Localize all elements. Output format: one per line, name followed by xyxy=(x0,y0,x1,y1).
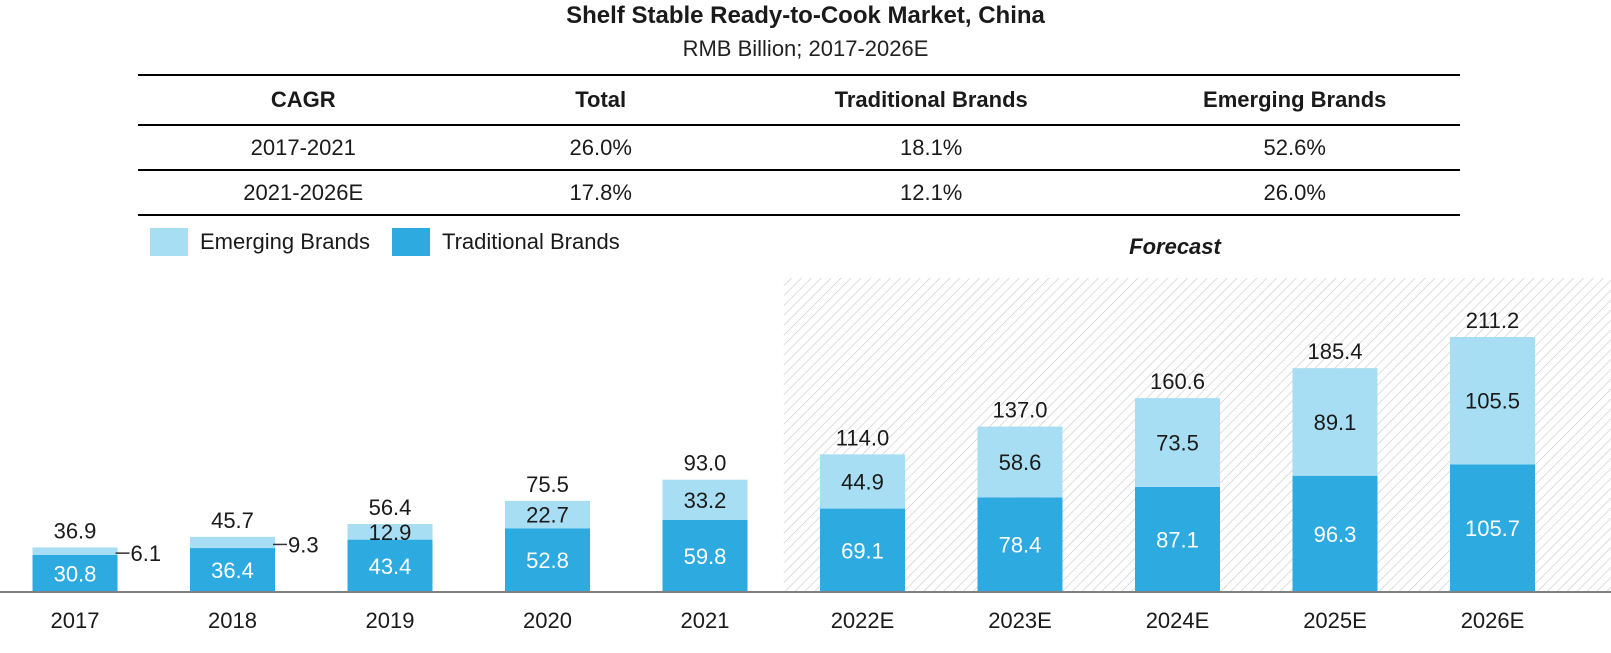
cagr-traditional: 18.1% xyxy=(732,125,1130,171)
table-row: 2021-2026E 17.8% 12.1% 26.0% xyxy=(138,170,1460,216)
data-label-traditional: 87.1 xyxy=(1156,527,1199,552)
x-tick-label: 2022E xyxy=(831,608,895,633)
bar-traditional xyxy=(190,548,275,592)
cagr-total: 26.0% xyxy=(468,125,733,171)
data-label-traditional: 105.7 xyxy=(1465,516,1520,541)
cagr-header-cagr: CAGR xyxy=(138,74,469,126)
data-label-traditional: 36.4 xyxy=(211,558,254,583)
bar-traditional xyxy=(32,554,118,592)
legend-swatch-traditional xyxy=(391,228,430,256)
data-label-traditional: 52.8 xyxy=(526,548,569,573)
data-label-emerging: 9.3 xyxy=(288,532,319,557)
x-tick-label: 2026E xyxy=(1461,608,1525,633)
legend-item-traditional: Traditional Brands xyxy=(391,228,620,256)
cagr-traditional: 12.1% xyxy=(732,170,1130,216)
data-label-total: 211.2 xyxy=(1466,308,1519,333)
data-label-total: 160.6 xyxy=(1150,369,1205,394)
cagr-emerging: 26.0% xyxy=(1129,170,1460,216)
bar-emerging xyxy=(1292,368,1378,476)
data-label-emerging: 22.7 xyxy=(526,503,569,528)
bar-traditional xyxy=(662,519,748,592)
chart-legend: Emerging Brands Traditional Brands xyxy=(150,228,642,256)
data-label-total: 137.0 xyxy=(992,398,1047,423)
legend-label-emerging: Emerging Brands xyxy=(200,229,370,254)
data-label-emerging: 33.2 xyxy=(684,488,727,513)
bar-emerging xyxy=(662,479,748,520)
data-label-traditional: 69.1 xyxy=(841,538,884,563)
x-tick-label: 2021 xyxy=(681,608,730,633)
bar-emerging xyxy=(347,524,433,540)
bar-traditional xyxy=(505,528,590,592)
cagr-total: 17.8% xyxy=(468,170,733,216)
data-label-emerging: 89.1 xyxy=(1314,410,1357,435)
data-label-total: 93.0 xyxy=(684,451,727,476)
cagr-period: 2021-2026E xyxy=(138,170,469,216)
bar-traditional xyxy=(977,497,1063,592)
bar-emerging xyxy=(190,536,275,549)
bar-emerging xyxy=(32,547,118,555)
legend-swatch-emerging xyxy=(150,228,188,256)
x-tick-label: 2018 xyxy=(208,608,257,633)
data-label-emerging: 73.5 xyxy=(1156,430,1199,455)
bar-emerging xyxy=(1450,337,1535,465)
data-label-emerging: 44.9 xyxy=(841,469,884,494)
data-label-total: 56.4 xyxy=(369,495,412,520)
bar-emerging xyxy=(505,500,590,529)
bar-emerging xyxy=(820,454,905,509)
x-tick-label: 2024E xyxy=(1146,608,1210,633)
table-row: 2017-2021 26.0% 18.1% 52.6% xyxy=(138,125,1460,171)
data-label-traditional: 30.8 xyxy=(54,561,97,586)
chart-subtitle: RMB Billion; 2017-2026E xyxy=(682,36,929,61)
bar-traditional xyxy=(1135,486,1220,592)
data-label-total: 185.4 xyxy=(1307,339,1362,364)
cagr-table-header-row: CAGR Total Traditional Brands Emerging B… xyxy=(138,74,1460,126)
data-label-traditional: 43.4 xyxy=(369,554,412,579)
cagr-header-traditional: Traditional Brands xyxy=(732,74,1130,126)
bar-emerging xyxy=(977,426,1063,498)
bar-traditional xyxy=(1450,464,1535,592)
data-label-emerging: 6.1 xyxy=(131,541,162,566)
data-label-emerging: 58.6 xyxy=(999,450,1042,475)
cagr-header-total: Total xyxy=(468,74,733,126)
x-tick-label: 2025E xyxy=(1303,608,1367,633)
cagr-period: 2017-2021 xyxy=(138,125,469,171)
cagr-table: CAGR Total Traditional Brands Emerging B… xyxy=(138,74,1460,216)
legend-item-emerging: Emerging Brands xyxy=(150,228,370,256)
data-label-total: 36.9 xyxy=(54,518,97,543)
data-label-total: 45.7 xyxy=(211,508,254,533)
data-label-emerging: 105.5 xyxy=(1465,389,1520,414)
cagr-header-emerging: Emerging Brands xyxy=(1129,74,1460,126)
data-label-traditional: 78.4 xyxy=(999,533,1042,558)
x-tick-label: 2019 xyxy=(366,608,415,633)
data-label-total: 114.0 xyxy=(836,425,889,450)
bar-traditional xyxy=(820,508,905,592)
bar-traditional xyxy=(347,539,433,592)
data-label-traditional: 96.3 xyxy=(1314,522,1357,547)
cagr-emerging: 52.6% xyxy=(1129,125,1460,171)
bar-traditional xyxy=(1292,475,1378,592)
chart-title: Shelf Stable Ready-to-Cook Market, China xyxy=(566,2,1045,29)
x-tick-label: 2023E xyxy=(988,608,1052,633)
data-label-emerging: 12.9 xyxy=(369,520,412,545)
legend-label-traditional: Traditional Brands xyxy=(441,229,620,254)
forecast-label: Forecast xyxy=(1129,234,1221,259)
data-label-total: 75.5 xyxy=(526,472,569,497)
bar-emerging xyxy=(1135,398,1220,487)
x-tick-label: 2017 xyxy=(51,608,100,633)
x-tick-label: 2020 xyxy=(523,608,572,633)
data-label-traditional: 59.8 xyxy=(684,544,727,569)
